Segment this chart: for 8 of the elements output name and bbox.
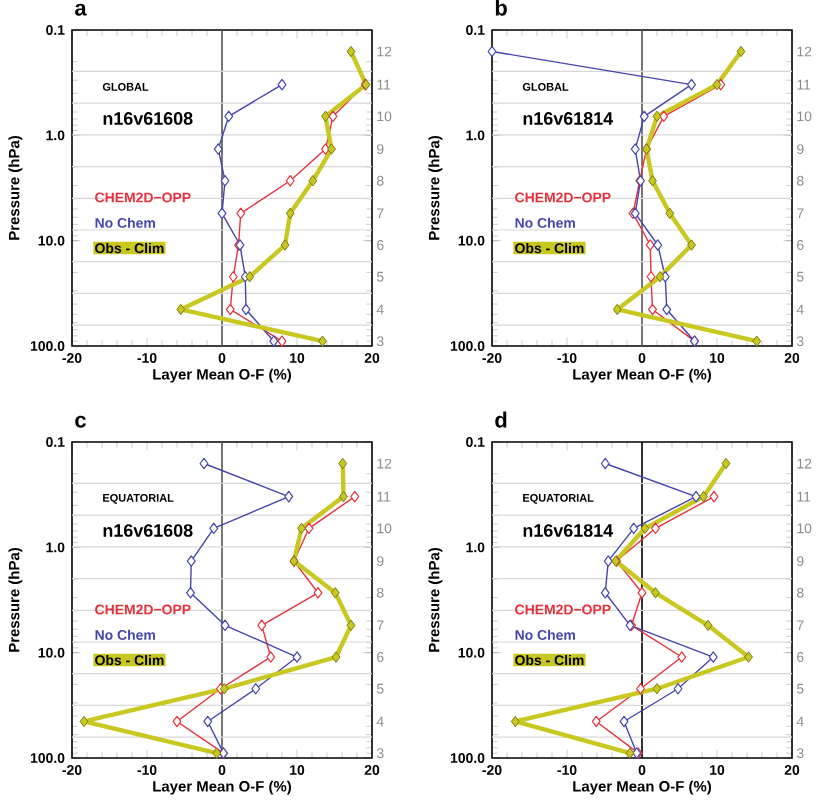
- annotation: n16v61814: [523, 524, 614, 537]
- annotation: n16v61608: [103, 112, 193, 125]
- chart-title: a: [75, 3, 87, 16]
- annotation: n16v61608: [103, 524, 193, 537]
- chart-title: b: [495, 0, 507, 16]
- chart-title: c: [75, 415, 86, 428]
- annotation: n16v61814: [523, 112, 614, 125]
- chart-title: d: [495, 411, 507, 428]
